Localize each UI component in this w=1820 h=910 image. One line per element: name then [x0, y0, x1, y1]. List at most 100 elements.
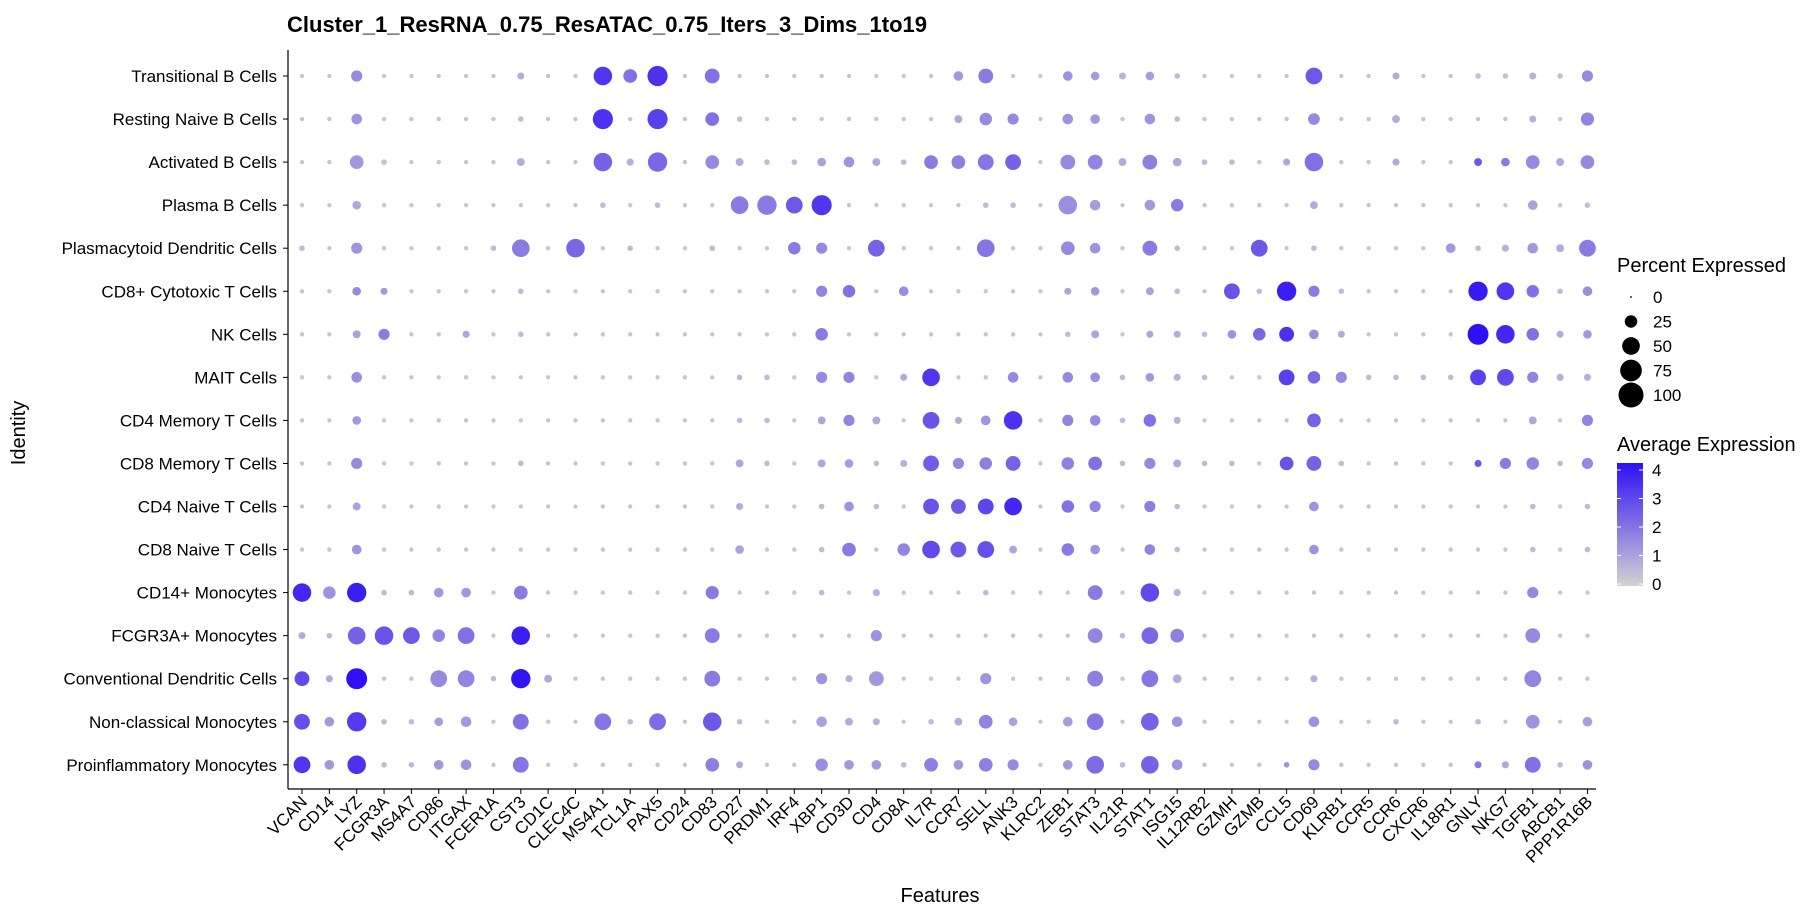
dot [792, 289, 797, 294]
dot [956, 332, 961, 337]
dot [1421, 676, 1426, 681]
dot [352, 330, 361, 339]
dot [1339, 246, 1344, 251]
dot [655, 461, 660, 466]
size-legend-dot [1622, 337, 1640, 355]
dot [545, 202, 551, 208]
dot [1202, 676, 1207, 681]
dot [1038, 73, 1043, 79]
dot [1010, 332, 1016, 337]
dot [381, 676, 387, 681]
dot [594, 713, 612, 731]
dot [1525, 714, 1540, 729]
dot [600, 246, 606, 251]
dot [922, 368, 940, 387]
dot [764, 504, 770, 509]
dot [1475, 633, 1481, 638]
dot [1524, 670, 1542, 688]
dot [1229, 633, 1235, 638]
dot [491, 633, 496, 638]
dot [791, 159, 798, 165]
dot [1284, 116, 1289, 122]
dot [628, 332, 633, 337]
dot [299, 245, 305, 251]
dot [956, 590, 961, 595]
dot [1503, 418, 1508, 423]
dot [956, 289, 961, 294]
dot [573, 375, 578, 380]
dot [1202, 762, 1207, 767]
dot [1120, 719, 1125, 724]
dot [1257, 116, 1262, 122]
y-tick-label: Activated B Cells [149, 153, 278, 172]
dot [682, 159, 688, 165]
dot [1061, 500, 1075, 513]
dot [1339, 116, 1344, 122]
dot [901, 116, 906, 122]
dot [1421, 762, 1426, 767]
dot [1038, 547, 1043, 552]
dot [1557, 73, 1563, 79]
dot [950, 541, 967, 558]
dot [1525, 628, 1541, 644]
dot [409, 504, 414, 509]
dot [1119, 632, 1126, 639]
dot [1582, 716, 1593, 727]
dot [1339, 719, 1344, 724]
dot [846, 590, 852, 595]
dot [1038, 504, 1043, 509]
dot [436, 289, 441, 294]
dot [1089, 415, 1101, 426]
dot [1119, 417, 1126, 424]
dot [1227, 329, 1237, 339]
dot [816, 371, 828, 383]
y-tick-label: CD4 Naive T Cells [138, 498, 277, 517]
dot [545, 73, 551, 79]
dot [1038, 762, 1043, 767]
dot [1201, 159, 1208, 165]
dot [900, 459, 908, 467]
dot [846, 73, 852, 79]
dot [347, 755, 366, 775]
dot [545, 375, 551, 380]
dot [573, 719, 578, 724]
dot [901, 332, 906, 337]
dot [1038, 202, 1043, 208]
dot [792, 116, 797, 122]
legend: Percent Expressed 0 25 50 75 100 Average Exp… [1617, 255, 1796, 594]
dot [982, 589, 989, 596]
dot [956, 633, 961, 638]
dot [1448, 547, 1453, 552]
dot [1366, 202, 1371, 208]
dot [1556, 373, 1564, 381]
dot [545, 590, 551, 595]
dot [1174, 288, 1180, 295]
dot [1503, 719, 1508, 724]
dot [922, 540, 940, 559]
dot [1501, 244, 1509, 252]
dot [655, 762, 660, 767]
dot [792, 676, 797, 681]
size-legend-dot [1630, 296, 1632, 298]
dot [1584, 202, 1591, 208]
dot [1421, 719, 1426, 724]
dot [1142, 154, 1158, 170]
dot [1010, 633, 1016, 638]
dot [1448, 332, 1453, 337]
color-legend-label: 1 [1652, 547, 1661, 566]
dot [735, 545, 744, 554]
dot [1338, 460, 1345, 467]
dot [928, 246, 934, 251]
y-axis-label: Identity [8, 401, 30, 465]
dot [1173, 459, 1182, 468]
dot [1475, 590, 1481, 595]
dot [1141, 670, 1159, 688]
dot [628, 202, 633, 208]
dot [381, 718, 387, 725]
dot [1089, 500, 1101, 513]
dot [1276, 281, 1297, 301]
dot [347, 712, 367, 732]
dot [1202, 504, 1207, 509]
dot [374, 626, 394, 645]
